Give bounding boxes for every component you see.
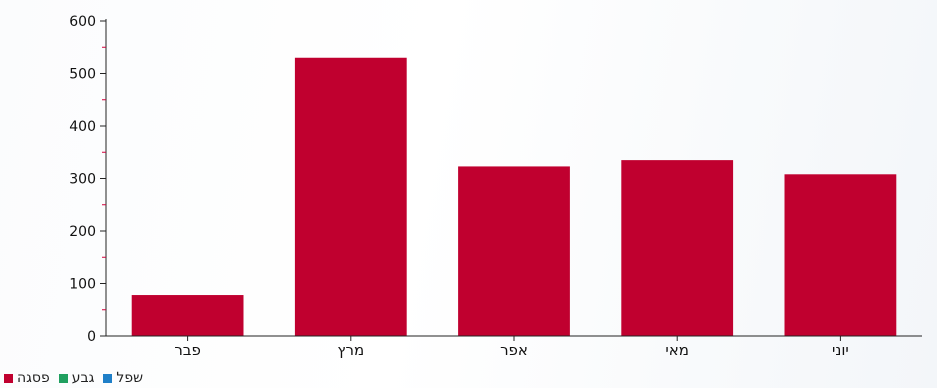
legend-label-low: שפל bbox=[116, 370, 144, 386]
bar[interactable] bbox=[131, 295, 244, 336]
x-category-label: פבר bbox=[174, 341, 201, 359]
bar[interactable] bbox=[784, 174, 897, 336]
bars bbox=[131, 57, 897, 336]
y-tick-label: 0 bbox=[87, 329, 96, 345]
legend: פסגה גבע שפל bbox=[4, 369, 143, 387]
y-tick-label: 500 bbox=[69, 67, 96, 83]
x-category-label: מאי bbox=[665, 341, 689, 359]
legend-swatch-low bbox=[103, 373, 113, 383]
y-tick-label: 300 bbox=[69, 172, 96, 188]
y-axis-ticks: 0 100 200 300 400 500 600 bbox=[69, 14, 106, 345]
y-tick-label: 200 bbox=[69, 224, 96, 240]
x-category-label: יוני bbox=[832, 341, 849, 359]
legend-swatch-peak bbox=[4, 373, 13, 383]
legend-item-hill[interactable]: גבע bbox=[58, 370, 95, 386]
legend-label-peak: פסגה bbox=[17, 370, 50, 386]
bar[interactable] bbox=[621, 160, 734, 336]
x-axis-labels: פבר מרץ אפר מאי יוני bbox=[174, 336, 849, 359]
x-category-label: מרץ bbox=[337, 341, 364, 359]
bar[interactable] bbox=[294, 57, 407, 336]
legend-label-hill: גבע bbox=[71, 370, 95, 386]
y-tick-label: 400 bbox=[69, 119, 96, 135]
legend-item-peak[interactable]: פסגה bbox=[4, 370, 50, 386]
legend-swatch-hill bbox=[58, 373, 68, 383]
y-tick-label: 600 bbox=[69, 14, 96, 30]
legend-item-low[interactable]: שפל bbox=[103, 370, 143, 386]
bar[interactable] bbox=[458, 166, 570, 336]
x-category-label: אפר bbox=[500, 341, 528, 359]
y-tick-label: 100 bbox=[69, 277, 96, 293]
